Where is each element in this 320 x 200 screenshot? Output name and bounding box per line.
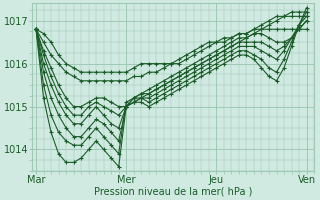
- X-axis label: Pression niveau de la mer( hPa ): Pression niveau de la mer( hPa ): [94, 187, 252, 197]
